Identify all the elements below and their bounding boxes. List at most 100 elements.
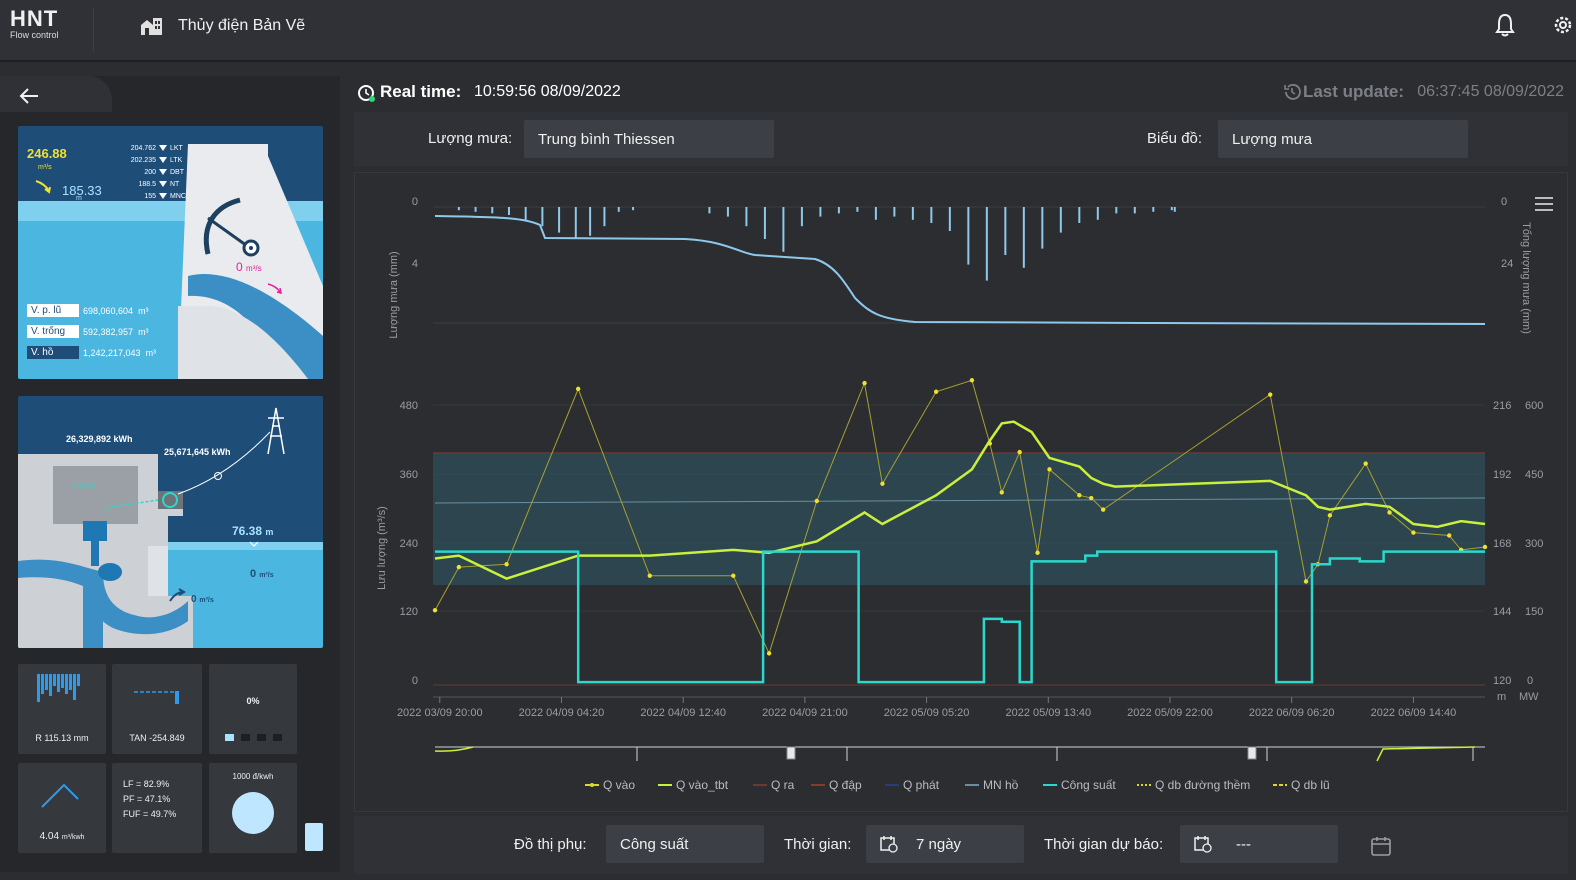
subchart-select[interactable]: Công suất [606,825,764,863]
x-tick-label: 2022 03/09 20:00 [397,707,483,719]
navigator-handle-right[interactable] [1247,746,1257,760]
powerplant-diagram [18,407,323,648]
price-tile[interactable]: 1000 đ/kwh [209,763,297,853]
q-vao-point [731,573,736,578]
inflow-unit: m³/s [38,164,52,171]
q-vao-point [456,564,462,570]
realtime-value: 10:59:56 08/09/2022 [474,83,621,100]
time-range-select[interactable]: 7 ngày [866,825,1024,863]
level-threshold-name: LTK [170,156,183,164]
legend-item[interactable]: Q đập [811,778,862,792]
reservoir-card[interactable]: 246.88 m³/s 185.33 m 0 m³/s 204.762 LKT 20… [18,126,323,379]
rain-bar [632,207,635,211]
flow-ylabel: Lưu lượng (m³/s) [376,506,388,590]
arrow-left-icon[interactable] [18,86,40,106]
rain-tile[interactable]: R 115.13 mm [18,664,106,754]
inflow-value: 246.88 [27,146,67,161]
site-selector[interactable]: Thủy điện Bản Vẽ [140,16,305,36]
bell-icon[interactable] [1492,12,1518,38]
level-threshold-name: NT [170,180,180,188]
legend-item[interactable]: Q vào [585,778,635,792]
flow-ytick-0: 0 [412,675,418,687]
volume-row: V. p. lũ 698,060,604 m³ [27,300,197,321]
level-threshold-name: LKT [170,144,183,152]
filter-bar: Lượng mưa: Trung bình Thiessen Biểu đồ: … [354,112,1568,166]
legend-item[interactable]: Q ra [753,778,795,792]
q-vao-point [504,562,509,567]
rain-bars-icon [37,674,80,702]
rain-bar [541,207,544,227]
x-tick-label: 2022 05/09 13:40 [1005,707,1091,719]
rain-bar [745,207,748,227]
gear-icon[interactable] [1550,12,1576,38]
rate-tile[interactable]: 4.04 m³/kwh [18,763,106,853]
q-vao-point [647,573,652,578]
chart-panel: Lượng mưa (mm) Tổng lượng mưa (mm) 0 4 0… [354,172,1568,812]
legend-label: Q vào [603,778,635,792]
volume-value: 698,060,604 [83,305,134,316]
tan-value: TAN -254.849 [129,733,185,743]
rain-bar [457,207,460,211]
volume-row: V. trống 592,382,957 m³ [27,321,197,342]
rain-ylabel: Lượng mưa (mm) [388,251,400,338]
level-ytick-192: 192 [1493,469,1511,481]
rain-bar [1059,207,1062,233]
legend-label: Q đập [829,778,862,792]
legend-item[interactable]: Q db đường thềm [1137,778,1250,792]
rain-bar [837,207,840,214]
level-unit-label: m [1497,691,1506,703]
legend-item[interactable]: Q phát [885,778,940,792]
q-vao-point [1482,544,1488,550]
load-factor: LF = 82.9% [123,779,170,789]
turbine-discharge: 0 m³/s [191,594,214,605]
powerplant-card[interactable]: 26,329,892 kWh 25,671,645 kWh 0 MW 76.38… [18,396,323,648]
rain-bar [589,207,592,236]
rain-cumulative-line [434,215,1486,325]
rain-filter-select[interactable]: Trung bình Thiessen [524,120,774,158]
power-ytick-300: 300 [1525,538,1543,550]
level-threshold-value: 188.5 [138,180,156,188]
legend-label: Q db đường thềm [1155,778,1250,792]
legend-item[interactable]: Q vào_tbt [658,778,729,792]
q-vao-point [814,498,820,504]
percent-value: 0% [246,696,260,706]
legend-item[interactable]: MN hồ [965,778,1019,792]
legend-item[interactable]: Q db lũ [1273,778,1330,792]
site-name: Thủy điện Bản Vẽ [178,17,306,34]
factor-tile[interactable]: LF = 82.9% PF = 47.1% FUF = 49.7% [112,763,202,853]
rain-bar [763,207,766,239]
percent-tile[interactable]: 0% [209,664,297,754]
legend-item[interactable]: Công suất [1043,778,1116,792]
rain-bar [967,207,970,265]
logo[interactable]: HNT Flow control [10,8,94,52]
reservoir-diagram [18,144,323,379]
x-tick-label: 2022 06/09 14:40 [1371,707,1457,719]
rain-bar [948,207,951,231]
rain-y2tick-0: 0 [1501,196,1507,208]
forecast-select[interactable]: --- [1180,825,1338,863]
price-value: 1000 đ/kwh [232,772,274,781]
forecast-label: Thời gian dự báo: [1044,836,1164,853]
q-vao-point [880,481,885,486]
rain-bar [1078,207,1081,223]
tan-tile[interactable]: TAN -254.849 [112,664,202,754]
chart-filter-select[interactable]: Lượng mưa [1218,120,1468,158]
q-vao-point [1047,467,1052,472]
calendar-icon[interactable] [1370,835,1392,857]
power-ytick-0: 0 [1527,675,1533,687]
q-vao-point [1303,579,1309,584]
power-factor: PF = 47.1% [123,794,171,804]
tailwater-level: 76.38 m [232,524,274,538]
rain-bar [985,207,988,281]
q-vao-point [1089,495,1094,501]
level-ytick-168: 168 [1493,538,1511,550]
fuf-factor: FUF = 49.7% [123,809,177,819]
q-vao-point [1327,513,1333,518]
trend-line-icon [41,783,79,808]
rain-total: R 115.13 mm [35,733,89,743]
menu-icon[interactable] [1535,197,1553,211]
navigator-handle-left[interactable] [786,746,796,760]
power-ytick-450: 450 [1525,469,1543,481]
factory-icon [141,18,162,35]
rain-bar [1133,207,1136,214]
